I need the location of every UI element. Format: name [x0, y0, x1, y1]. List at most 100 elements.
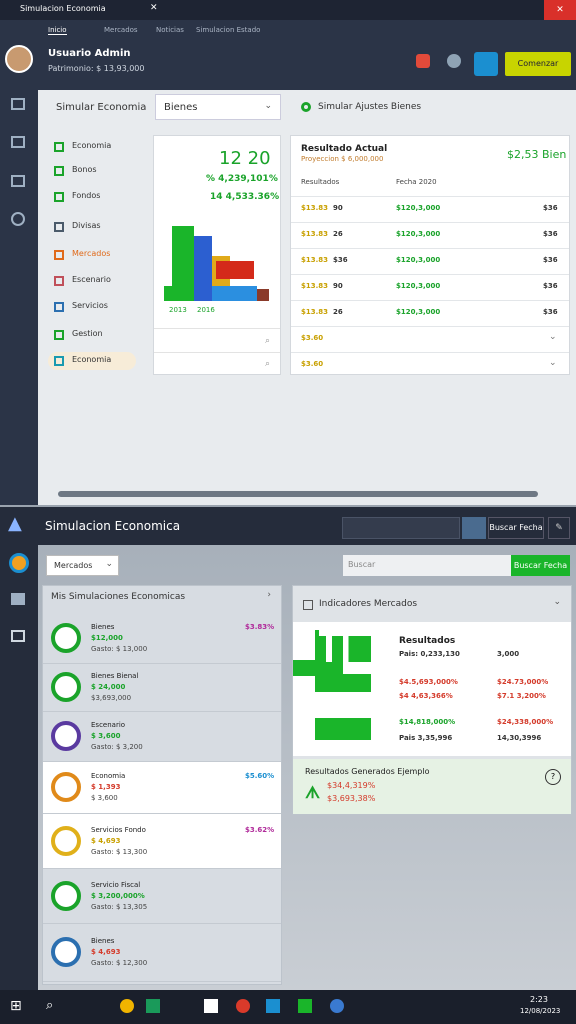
app-icon[interactable] [330, 999, 344, 1013]
indicator-graphic [315, 718, 371, 740]
row-divider [291, 274, 569, 275]
clock-time: 2:23 [530, 995, 548, 1004]
nav-item[interactable]: Economia [48, 138, 136, 156]
app-icon[interactable] [146, 999, 160, 1013]
nav-item[interactable]: Bonos [48, 162, 136, 180]
chart-card: 12 20 % 4,239,101% 14 4,533.36% 2013 2016… [153, 135, 281, 375]
stat-big: 12 20 [219, 148, 271, 169]
nav-icon [54, 250, 64, 260]
nav-label: Gestion [72, 329, 103, 338]
bar [164, 286, 172, 301]
results-table: Resultado Actual Proyeccion $ 6,000,000 … [290, 135, 570, 375]
nav-icon [54, 192, 64, 202]
chevron[interactable]: ⌄ [549, 358, 557, 368]
nav-icon[interactable] [11, 593, 25, 605]
clock-date: 12/08/2023 [520, 1007, 561, 1015]
item-detail: Gasto: $ 12,300 [91, 959, 148, 967]
chevron[interactable]: ⌄ [549, 332, 557, 342]
results-icon [301, 102, 311, 112]
summary-icon: ᗑ [305, 783, 321, 802]
nav-item[interactable]: Servicios [48, 298, 136, 316]
row-divider [291, 222, 569, 223]
nav-icon[interactable] [11, 175, 25, 187]
app-title: Simulacion Economica [45, 519, 181, 533]
icon-alert[interactable] [416, 54, 430, 68]
chevron: › [267, 590, 271, 600]
taskbar-search[interactable]: ⌕ [46, 998, 54, 1013]
indicator-cell: 14,30,3996 [497, 734, 542, 742]
title-bar: Simulacion Economia ✕ ✕ [0, 0, 576, 20]
start[interactable]: ⊞ [10, 998, 22, 1014]
nav-icon[interactable] [11, 136, 25, 148]
row-divider [291, 326, 569, 327]
list-item[interactable]: Economia $ 1,393 $ 3,600 $5.60% [43, 762, 281, 814]
search-box[interactable] [342, 517, 460, 539]
nav-icon [54, 222, 64, 232]
nav-item[interactable]: Escenario [48, 272, 136, 290]
item-icon [51, 623, 81, 653]
search-button-2[interactable]: Buscar Fecha [511, 555, 570, 576]
app-icon[interactable] [266, 999, 280, 1013]
window-title: Simulacion Economia [20, 4, 106, 13]
filter[interactable]: Mercados ⌄ [46, 555, 119, 576]
app-icon[interactable] [298, 999, 312, 1013]
nav-icon[interactable] [11, 98, 25, 110]
bar [257, 289, 269, 301]
nav-icon [54, 142, 64, 152]
cell: $13.83 [301, 308, 329, 316]
app-icon[interactable] [236, 999, 250, 1013]
search-input[interactable]: Buscar [343, 555, 511, 576]
icon-settings[interactable] [447, 54, 461, 68]
nav-icon[interactable] [11, 630, 25, 642]
nav-item[interactable]: Fondos [48, 188, 136, 206]
item-name: Servicio Fiscal [91, 880, 141, 889]
item-icon [51, 672, 81, 702]
tab[interactable]: Noticias [156, 26, 184, 34]
list-item[interactable]: Bienes $12,000 Gasto: $ 13,000 $3.83% [43, 614, 281, 664]
nav-item[interactable]: Mercados [48, 246, 136, 264]
chevron: ⌄ [264, 101, 272, 111]
nav-item[interactable]: Divisas [48, 218, 136, 236]
list-item[interactable]: Servicio Fiscal $ 3,200,000% Gasto: $ 13,3… [43, 869, 281, 924]
logo: ▲ [8, 513, 22, 534]
cell: $13.83 [301, 204, 329, 212]
summary-card: Resultados Generados Ejemplo ᗑ $34,4,319… [293, 759, 571, 814]
item-value: $12,000 [91, 634, 123, 642]
nav-icon[interactable] [9, 553, 29, 573]
nav-icon[interactable] [11, 212, 25, 226]
chevron: ⌄ [105, 559, 113, 569]
select[interactable]: Bienes ⌄ [155, 94, 281, 120]
item-detail: Gasto: $ 3,200 [91, 743, 143, 751]
list-item[interactable]: Escenario $ 3,600 Gasto: $ 3,200 [43, 712, 281, 762]
bar [216, 261, 254, 279]
close-tab[interactable]: ✕ [150, 3, 158, 13]
search-icon[interactable] [462, 517, 486, 539]
cell: $120,3,000 [396, 308, 441, 316]
app-icon[interactable] [120, 999, 134, 1013]
item-name: Bienes [91, 623, 115, 631]
item-icon [51, 880, 81, 911]
item-icon [51, 825, 81, 856]
nav-item[interactable]: Gestion [48, 326, 136, 344]
search-button[interactable]: Buscar Fecha [488, 517, 544, 539]
item-pct: $5.60% [245, 772, 275, 780]
action-button[interactable]: Comenzar [505, 52, 571, 76]
nav-label: Mercados [72, 249, 111, 258]
nav-label: Fondos [72, 191, 101, 200]
app-icon[interactable] [204, 999, 218, 1013]
cell: 90 [333, 204, 343, 212]
close-window[interactable]: ✕ [544, 0, 576, 20]
nav-label: Divisas [72, 221, 101, 230]
item-value: $ 24,000 [91, 683, 126, 691]
bar [194, 236, 212, 301]
nav-item[interactable]: Economia [48, 352, 136, 370]
tab[interactable]: Mercados [104, 26, 138, 34]
tab[interactable]: Inicio [48, 26, 67, 35]
list-item[interactable]: Bienes Bienal $ 24,000 $3,693,000 [43, 664, 281, 712]
tab[interactable]: Simulacion Estado [196, 26, 261, 34]
list-item[interactable]: Servicios Fondo $ 4,693 Gasto: $ 13,300 $3.… [43, 814, 281, 869]
edit-button[interactable]: ✎ [548, 517, 570, 539]
list-item[interactable]: Bienes $ 4,693 Gasto: $ 12,300 [43, 924, 281, 982]
search-row: ⌕ [154, 352, 280, 374]
icon-export[interactable] [474, 52, 498, 76]
